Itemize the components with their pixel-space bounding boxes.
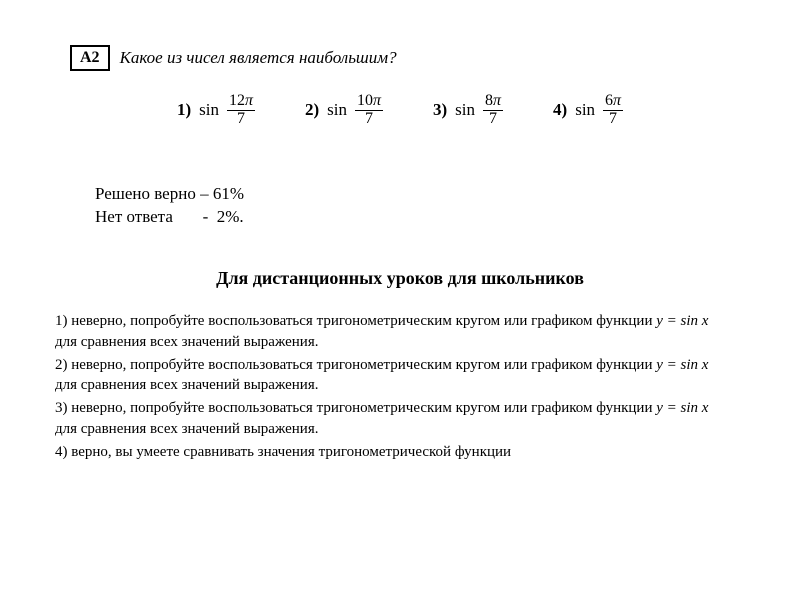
option-4: 4) sin 6π 7 bbox=[553, 93, 623, 128]
option-fraction: 6π 7 bbox=[603, 93, 623, 128]
option-1: 1) sin 12π 7 bbox=[177, 93, 255, 128]
section-title: Для дистанционных уроков для школьников bbox=[70, 268, 730, 289]
option-index: 3) bbox=[433, 100, 447, 120]
option-index: 4) bbox=[553, 100, 567, 120]
option-func: sin bbox=[327, 100, 347, 120]
option-fraction: 8π 7 bbox=[483, 93, 503, 128]
explanation-4: 4) верно, вы умеете сравнивать значения … bbox=[55, 442, 730, 462]
option-func: sin bbox=[575, 100, 595, 120]
question-number: А2 bbox=[70, 45, 110, 71]
options-row: 1) sin 12π 7 2) sin 10π 7 3) sin 8π 7 4)… bbox=[70, 93, 730, 128]
option-fraction: 10π 7 bbox=[355, 93, 383, 128]
question-text: Какое из чисел является наибольшим? bbox=[120, 48, 397, 68]
explanation-1: 1) неверно, попробуйте воспользоваться т… bbox=[55, 311, 730, 352]
stats-block: Решено верно – 61% Нет ответа - 2%. bbox=[95, 183, 730, 229]
explanation-3: 3) неверно, попробуйте воспользоваться т… bbox=[55, 398, 730, 439]
explanations: 1) неверно, попробуйте воспользоваться т… bbox=[55, 311, 730, 462]
option-func: sin bbox=[455, 100, 475, 120]
stat-correct: Решено верно – 61% bbox=[95, 183, 730, 206]
stat-noanswer: Нет ответа - 2%. bbox=[95, 206, 730, 229]
option-index: 2) bbox=[305, 100, 319, 120]
option-2: 2) sin 10π 7 bbox=[305, 93, 383, 128]
option-3: 3) sin 8π 7 bbox=[433, 93, 503, 128]
option-index: 1) bbox=[177, 100, 191, 120]
option-fraction: 12π 7 bbox=[227, 93, 255, 128]
option-func: sin bbox=[199, 100, 219, 120]
explanation-2: 2) неверно, попробуйте воспользоваться т… bbox=[55, 355, 730, 396]
